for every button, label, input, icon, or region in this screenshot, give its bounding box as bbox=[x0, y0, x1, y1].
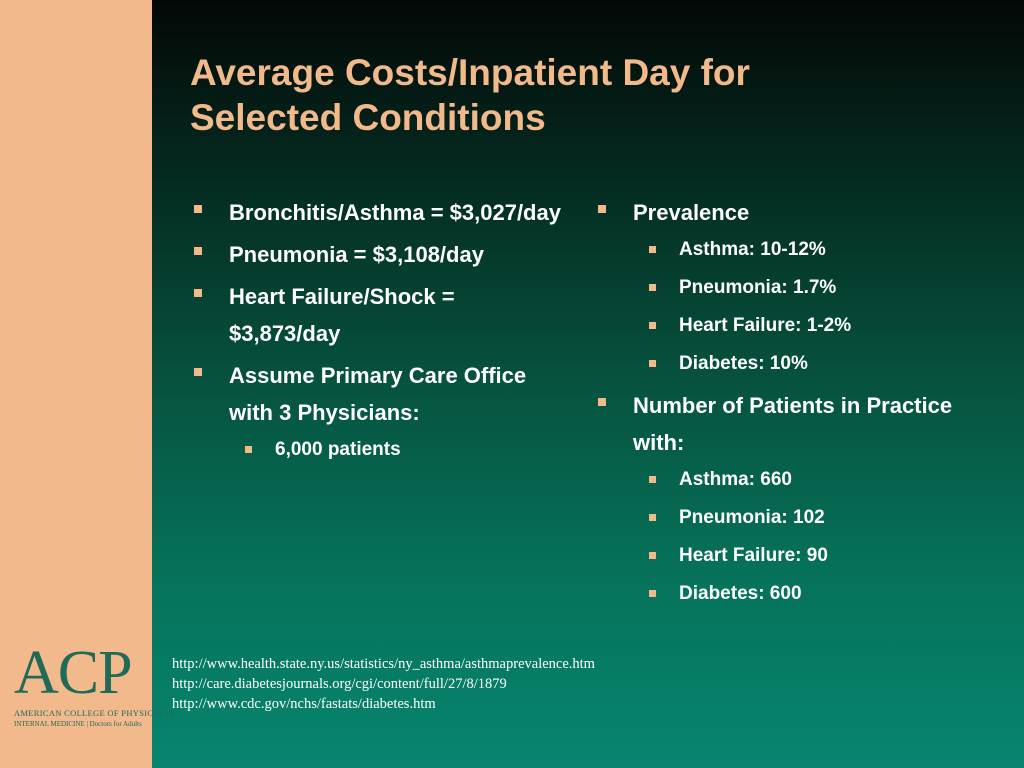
slide-background bbox=[152, 0, 1024, 768]
slide-title-line-1: Average Costs/Inpatient Day for bbox=[190, 52, 750, 93]
bullet-label: Pneumonia = $3,108/day bbox=[229, 242, 484, 267]
acp-logo-name: AMERICAN COLLEGE OF PHYSICIANS bbox=[14, 708, 175, 718]
slide-title-line-2: Selected Conditions bbox=[190, 97, 546, 138]
bullet-label: Bronchitis/Asthma = $3,027/day bbox=[229, 200, 561, 225]
left-bullet-list: Bronchitis/Asthma = $3,027/day Pneumonia… bbox=[192, 194, 562, 473]
acp-logo-mark: ACP bbox=[14, 639, 133, 707]
prevalence-sub-list: Asthma: 10-12% Pneumonia: 1.7% Heart Fai… bbox=[633, 235, 996, 379]
sub-bullet-pneumonia-patients: Pneumonia: 102 bbox=[633, 503, 996, 533]
patients-sub-list: Asthma: 660 Pneumonia: 102 Heart Failure… bbox=[633, 465, 996, 609]
slide-title: Average Costs/Inpatient Day for Selected… bbox=[190, 50, 990, 140]
reference-links: http://www.health.state.ny.us/statistics… bbox=[172, 654, 595, 714]
reference-link-cdc[interactable]: http://www.cdc.gov/nchs/fastats/diabetes… bbox=[172, 696, 436, 712]
reference-link-diabetes-journal[interactable]: http://care.diabetesjournals.org/cgi/con… bbox=[172, 676, 507, 692]
bullet-label: Heart Failure/Shock = $3,873/day bbox=[229, 284, 455, 346]
acp-logo-tagline: INTERNAL MEDICINE | Doctors for Adults bbox=[14, 720, 142, 728]
bullet-heart-failure-cost: Heart Failure/Shock = $3,873/day bbox=[192, 278, 562, 352]
bullet-prevalence: Prevalence Asthma: 10-12% Pneumonia: 1.7… bbox=[596, 194, 996, 379]
acp-logo: ACP AMERICAN COLLEGE OF PHYSICIANS INTER… bbox=[14, 639, 175, 728]
bullet-label: Prevalence bbox=[633, 200, 750, 225]
sub-bullet-diabetes-patients: Diabetes: 600 bbox=[633, 579, 996, 609]
right-bullet-list: Prevalence Asthma: 10-12% Pneumonia: 1.7… bbox=[596, 194, 996, 617]
bullet-patients-in-practice: Number of Patients in Practice with: Ast… bbox=[596, 387, 996, 609]
sub-bullet-pneumonia-prevalence: Pneumonia: 1.7% bbox=[633, 273, 996, 303]
sub-bullet-asthma-patients: Asthma: 660 bbox=[633, 465, 996, 495]
left-sidebar-band bbox=[0, 0, 152, 768]
bullet-pneumonia-cost: Pneumonia = $3,108/day bbox=[192, 236, 562, 273]
sub-bullet-diabetes-prevalence: Diabetes: 10% bbox=[633, 349, 996, 379]
bullet-label: Assume Primary Care Office with 3 Physic… bbox=[229, 363, 527, 425]
bullet-bronchitis-asthma-cost: Bronchitis/Asthma = $3,027/day bbox=[192, 194, 562, 231]
sub-bullet-list: 6,000 patients bbox=[229, 435, 562, 465]
bullet-label: Number of Patients in Practice with: bbox=[633, 393, 953, 455]
sub-bullet-heart-failure-patients: Heart Failure: 90 bbox=[633, 541, 996, 571]
bullet-primary-care-office: Assume Primary Care Office with 3 Physic… bbox=[192, 357, 562, 465]
reference-link-asthma[interactable]: http://www.health.state.ny.us/statistics… bbox=[172, 656, 595, 672]
sub-bullet-asthma-prevalence: Asthma: 10-12% bbox=[633, 235, 996, 265]
sub-bullet-patients: 6,000 patients bbox=[229, 435, 562, 465]
sub-bullet-heart-failure-prevalence: Heart Failure: 1-2% bbox=[633, 311, 996, 341]
